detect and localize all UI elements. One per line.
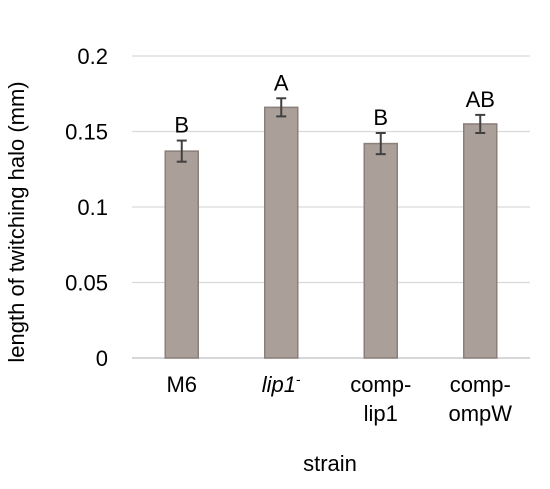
significance-label: B	[174, 113, 189, 138]
y-tick-label: 0	[96, 346, 108, 371]
x-tick-label: comp-ompW	[448, 372, 512, 426]
y-tick-label: 0.2	[77, 44, 108, 69]
bar	[363, 142, 398, 359]
x-tick-label: M6	[166, 372, 197, 397]
bars	[164, 106, 498, 359]
error-bar	[375, 132, 386, 156]
x-tick-labels: M6 lip1- comp-lip1 comp-ompW	[166, 371, 512, 426]
significance-label: B	[373, 105, 388, 130]
x-tick-label: lip1-	[262, 371, 301, 397]
y-tick-label: 0.15	[65, 120, 108, 145]
error-bar	[276, 97, 287, 118]
bar	[463, 123, 498, 359]
error-bar	[176, 139, 187, 163]
error-bars	[176, 97, 486, 163]
x-tick-label: comp-lip1	[350, 372, 411, 426]
bar	[264, 106, 299, 359]
bar	[164, 150, 199, 359]
significance-label: A	[274, 70, 289, 95]
significance-label: AB	[466, 87, 495, 112]
y-axis-title: length of twitching halo (mm)	[4, 81, 29, 362]
y-tick-label: 0.05	[65, 271, 108, 296]
y-tick-labels: 0 0.05 0.1 0.15 0.2	[65, 44, 108, 371]
x-axis-title: strain	[303, 451, 357, 476]
error-bar	[475, 113, 486, 135]
y-tick-label: 0.1	[77, 195, 108, 220]
